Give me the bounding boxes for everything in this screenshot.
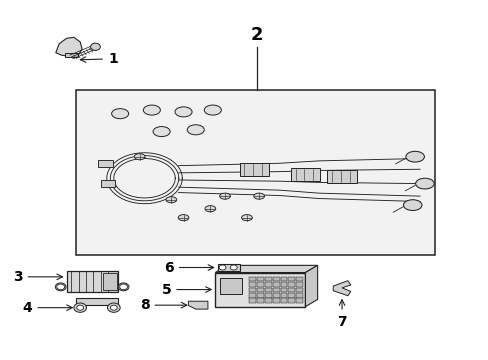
Ellipse shape xyxy=(165,197,176,203)
Bar xyxy=(296,282,303,287)
Bar xyxy=(264,288,271,292)
Bar xyxy=(296,293,303,298)
Polygon shape xyxy=(305,265,317,307)
Bar xyxy=(257,298,264,303)
Bar xyxy=(280,282,287,287)
Ellipse shape xyxy=(178,215,188,221)
Circle shape xyxy=(74,303,86,312)
Bar xyxy=(76,90,434,255)
Ellipse shape xyxy=(415,178,433,189)
Ellipse shape xyxy=(55,283,66,291)
Bar xyxy=(264,282,271,287)
Bar xyxy=(264,277,271,282)
Bar xyxy=(217,264,239,271)
Polygon shape xyxy=(215,265,317,273)
Ellipse shape xyxy=(403,200,421,211)
Ellipse shape xyxy=(143,105,160,115)
Bar xyxy=(76,298,118,305)
Bar xyxy=(272,298,279,303)
Text: 3: 3 xyxy=(13,270,62,284)
Bar xyxy=(272,293,279,298)
Text: 8: 8 xyxy=(140,298,186,312)
Ellipse shape xyxy=(241,215,252,221)
Ellipse shape xyxy=(219,193,230,199)
Text: 2: 2 xyxy=(250,26,263,44)
Bar xyxy=(280,293,287,298)
Polygon shape xyxy=(188,301,207,309)
Bar xyxy=(239,163,268,176)
Text: 7: 7 xyxy=(337,300,346,329)
Circle shape xyxy=(77,305,83,310)
Bar xyxy=(296,288,303,292)
Polygon shape xyxy=(332,281,350,296)
Bar xyxy=(288,298,295,303)
Ellipse shape xyxy=(153,127,170,136)
Bar xyxy=(257,277,264,282)
Bar xyxy=(290,168,320,181)
Ellipse shape xyxy=(204,105,221,115)
Bar xyxy=(101,180,115,187)
Bar xyxy=(272,282,279,287)
Bar xyxy=(220,278,242,294)
Circle shape xyxy=(120,284,127,290)
Ellipse shape xyxy=(187,125,204,135)
Polygon shape xyxy=(56,37,82,56)
Ellipse shape xyxy=(118,283,129,291)
Bar xyxy=(249,277,256,282)
Bar xyxy=(64,53,78,57)
Ellipse shape xyxy=(204,206,215,212)
Circle shape xyxy=(230,265,237,270)
Bar xyxy=(257,282,264,287)
Ellipse shape xyxy=(175,107,192,117)
Text: 1: 1 xyxy=(80,52,118,66)
Ellipse shape xyxy=(253,193,264,199)
Circle shape xyxy=(90,43,100,50)
Bar xyxy=(272,288,279,292)
Bar xyxy=(249,293,256,298)
Text: 5: 5 xyxy=(161,283,211,297)
Circle shape xyxy=(110,305,117,310)
Bar xyxy=(66,271,118,292)
Circle shape xyxy=(219,265,225,270)
Bar xyxy=(280,277,287,282)
Bar xyxy=(288,293,295,298)
Bar xyxy=(280,288,287,292)
Bar xyxy=(288,282,295,287)
Bar xyxy=(327,170,356,183)
Bar xyxy=(249,298,256,303)
Bar xyxy=(288,277,295,282)
Circle shape xyxy=(57,284,64,290)
Bar xyxy=(288,288,295,292)
Bar xyxy=(98,160,113,167)
Bar xyxy=(264,293,271,298)
Bar xyxy=(272,277,279,282)
Bar xyxy=(103,273,117,291)
Bar xyxy=(264,298,271,303)
Bar xyxy=(249,288,256,292)
Ellipse shape xyxy=(405,151,424,162)
Bar xyxy=(296,277,303,282)
Text: 4: 4 xyxy=(22,301,72,315)
Ellipse shape xyxy=(134,154,145,160)
Bar xyxy=(257,288,264,292)
Circle shape xyxy=(107,303,120,312)
Bar xyxy=(296,298,303,303)
Bar xyxy=(280,298,287,303)
Ellipse shape xyxy=(111,109,128,119)
Bar xyxy=(249,282,256,287)
Bar xyxy=(215,273,305,307)
Bar xyxy=(257,293,264,298)
Text: 6: 6 xyxy=(164,261,213,275)
